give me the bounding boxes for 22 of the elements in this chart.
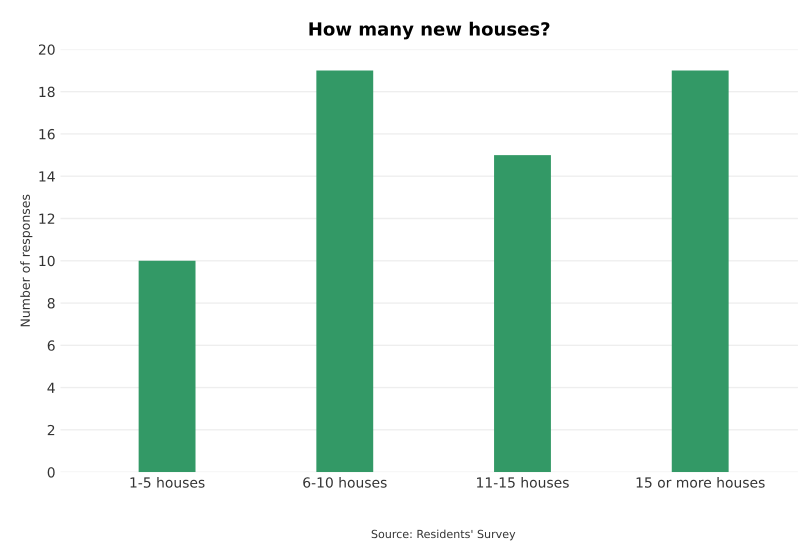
bar [138, 260, 196, 472]
x-tick-label: 15 or more houses [636, 477, 765, 488]
y-tick-label: 4 [47, 382, 55, 393]
x-tick-label: 11-15 houses [477, 477, 569, 488]
y-tick-label: 6 [48, 340, 55, 351]
y-axis-title: Number of responses [20, 194, 32, 326]
y-tick-label: 20 [38, 44, 55, 55]
source-note: Source: Residents' Survey [372, 530, 516, 540]
y-tick-label: 14 [39, 171, 55, 182]
chart-title: How many new houses? [309, 22, 550, 40]
x-tick-label: 1-5 houses [130, 477, 205, 488]
bar [316, 70, 374, 472]
bar [494, 155, 551, 472]
y-tick-label: 12 [39, 213, 54, 224]
y-tick-label: 16 [39, 128, 55, 140]
y-tick-label: 2 [48, 424, 54, 436]
y-tick-label: 8 [48, 298, 55, 309]
y-tick-label: 18 [39, 86, 55, 98]
y-tick-label: 10 [39, 256, 55, 266]
x-tick-label: 6-10 houses [303, 477, 387, 488]
y-tick-label: 0 [48, 467, 55, 478]
bar [672, 70, 729, 472]
